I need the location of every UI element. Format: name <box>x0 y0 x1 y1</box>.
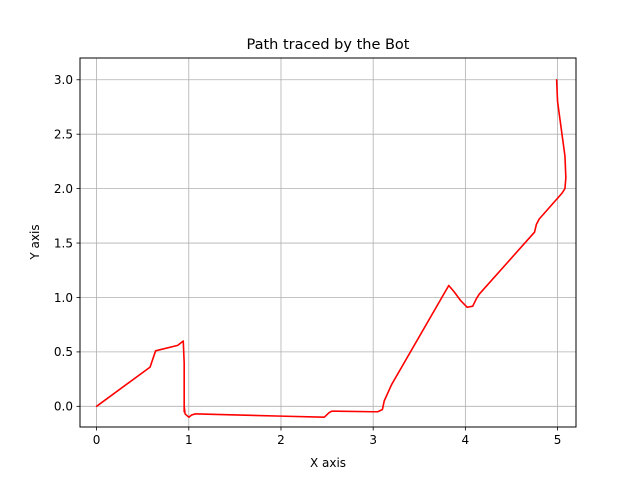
series-line <box>95 78 567 419</box>
y-tick-label: 3.0 <box>54 73 73 87</box>
series-layer <box>95 78 567 419</box>
y-tick-label: 0.5 <box>54 345 73 359</box>
y-tick-label: 1.0 <box>54 291 73 305</box>
y-axis-label: Y axis <box>28 224 42 260</box>
x-axis-label: X axis <box>310 456 346 470</box>
x-tick-label: 1 <box>185 433 193 447</box>
y-tick-label: 2.5 <box>54 127 73 141</box>
grid <box>80 58 576 427</box>
y-tick-label: 2.0 <box>54 182 73 196</box>
x-tick-label: 4 <box>462 433 470 447</box>
x-tick-label: 3 <box>369 433 377 447</box>
y-tick-label: 0.0 <box>54 400 73 414</box>
x-tick-label: 5 <box>554 433 562 447</box>
chart-title: Path traced by the Bot <box>246 37 409 53</box>
x-tick-label: 2 <box>277 433 285 447</box>
x-tick-label: 0 <box>93 433 101 447</box>
y-tick-label: 1.5 <box>54 236 73 250</box>
plot-frame <box>79 57 577 428</box>
ticks: 0 1 2 3 4 5 0.0 0.5 1.0 1.5 2.0 2.5 3.0 <box>54 73 561 447</box>
